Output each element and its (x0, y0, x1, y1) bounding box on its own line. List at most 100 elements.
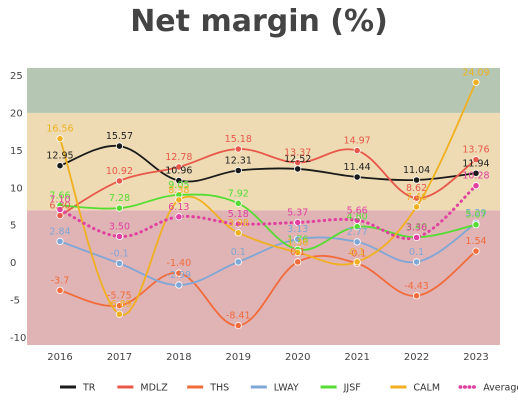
data-label-calm: 0.1 (350, 247, 365, 258)
x-tick-label: 2021 (344, 352, 369, 363)
y-axis: -10 -5 0 5 10 15 20 25 (10, 71, 26, 344)
data-label-mdlz: 14.97 (344, 136, 371, 147)
data-label-mdlz: 6.30 (49, 200, 70, 211)
y-tick-label: 15 (10, 146, 23, 157)
data-label-lway: 2.77 (347, 227, 368, 238)
data-label-lway: 0.1 (231, 247, 246, 258)
marker-mdlz (353, 146, 361, 155)
data-label-jjsf: 7.92 (228, 188, 249, 199)
data-label-average: 5.37 (287, 207, 308, 218)
marker-tr (234, 166, 242, 175)
y-tick-label: 10 (10, 183, 23, 194)
legend-label-tr: TR (82, 383, 96, 394)
band-2 (27, 68, 500, 113)
data-label-mdlz: 13.37 (284, 148, 311, 159)
marker-lway (294, 235, 302, 243)
marker-tr (115, 142, 124, 150)
marker-ths (56, 286, 64, 294)
marker-mdlz (412, 194, 421, 202)
data-label-lway: -0.1 (110, 248, 129, 259)
marker-calm (294, 248, 302, 257)
data-label-tr: 11.44 (344, 162, 371, 173)
data-label-jjsf: 7.28 (109, 193, 130, 204)
data-label-calm: 24.09 (462, 67, 489, 78)
data-label-ths: -4.43 (404, 281, 429, 292)
legend-label-calm: CALM (413, 383, 440, 394)
y-tick-label: 20 (10, 108, 23, 119)
marker-calm (56, 135, 64, 143)
data-label-lway: 5.29 (465, 208, 486, 219)
legend-label-mdlz: MDLZ (140, 383, 168, 394)
x-axis: 2016 2017 2018 2019 2020 2021 2022 2023 (47, 352, 488, 363)
marker-average (472, 182, 480, 190)
marker-jjsf (472, 221, 480, 229)
data-label-ths: -3.7 (51, 275, 70, 286)
marker-mdlz (56, 211, 64, 220)
legend-label-jjsf: JJSF (343, 383, 361, 394)
marker-ths (115, 302, 124, 310)
data-label-average: 5.66 (347, 205, 368, 216)
marker-lway (175, 281, 183, 289)
data-label-mdlz: 15.18 (225, 134, 252, 145)
data-label-jjsf: 4.80 (347, 212, 368, 223)
marker-ths (234, 322, 242, 330)
data-label-calm: -6.89 (107, 299, 132, 310)
marker-average (175, 213, 183, 221)
series-lines (58, 81, 478, 327)
marker-lway (412, 258, 421, 266)
marker-mdlz (115, 177, 124, 185)
x-tick-label: 2019 (226, 352, 251, 363)
data-label-ths: -8.41 (226, 311, 251, 322)
marker-calm (115, 310, 124, 318)
data-label-average: 5.18 (228, 209, 249, 220)
marker-lway (234, 258, 242, 266)
data-label-average: 10.28 (462, 171, 489, 182)
legend: TR MDLZ THS LWAY JJSF CALM Average (60, 383, 518, 394)
data-label-jjsf: 3.40 (406, 222, 427, 233)
background-bands (27, 68, 500, 345)
data-label-ths: -0.1 (348, 248, 367, 259)
data-label-jjsf: 5.07 (465, 210, 486, 221)
y-tick-label: 0 (10, 258, 16, 269)
data-label-jjsf: 1.76 (287, 234, 308, 245)
marker-calm (472, 78, 480, 86)
marker-mdlz (472, 156, 480, 164)
band-0 (27, 210, 500, 345)
chart-title: Net margin (%) (130, 4, 388, 39)
marker-calm (175, 196, 183, 204)
data-label-calm: 16.56 (46, 124, 73, 135)
data-label-average: 6.13 (168, 202, 189, 213)
data-label-tr: 11.04 (403, 165, 430, 176)
data-label-mdlz: 12.78 (165, 152, 192, 163)
marker-average (56, 205, 64, 214)
series-line-mdlz (59, 148, 477, 217)
marker-tr (472, 169, 480, 177)
marker-average (294, 218, 302, 227)
x-tick-label: 2020 (285, 352, 310, 363)
data-label-tr: 12.31 (225, 155, 252, 166)
marker-tr (412, 176, 421, 184)
marker-tr (56, 162, 64, 170)
series-markers (56, 78, 480, 330)
x-tick-label: 2018 (166, 352, 191, 363)
data-label-ths: -1.40 (167, 258, 192, 269)
marker-mdlz (175, 163, 183, 171)
marker-average (115, 232, 124, 241)
data-label-calm: 3.98 (228, 218, 249, 229)
x-tick-label: 2023 (463, 352, 488, 363)
x-tick-label: 2022 (404, 352, 429, 363)
data-label-jjsf: 9.05 (168, 180, 189, 191)
data-label-average: 3.50 (109, 221, 130, 232)
marker-jjsf (234, 199, 242, 207)
marker-ths (294, 258, 302, 266)
data-label-average: 3.36 (406, 222, 427, 233)
data-label-ths: 1.54 (465, 236, 486, 247)
data-label-tr: 10.96 (165, 166, 192, 177)
marker-lway (56, 237, 64, 245)
data-labels: 12.95 15.57 10.96 12.31 12.52 11.44 11.04 11.94… (46, 67, 489, 321)
data-label-mdlz: 10.92 (106, 166, 133, 177)
data-label-calm: 8.38 (168, 185, 189, 196)
marker-average (412, 233, 421, 242)
data-label-calm: 7.46 (406, 192, 427, 203)
marker-calm (234, 229, 242, 237)
